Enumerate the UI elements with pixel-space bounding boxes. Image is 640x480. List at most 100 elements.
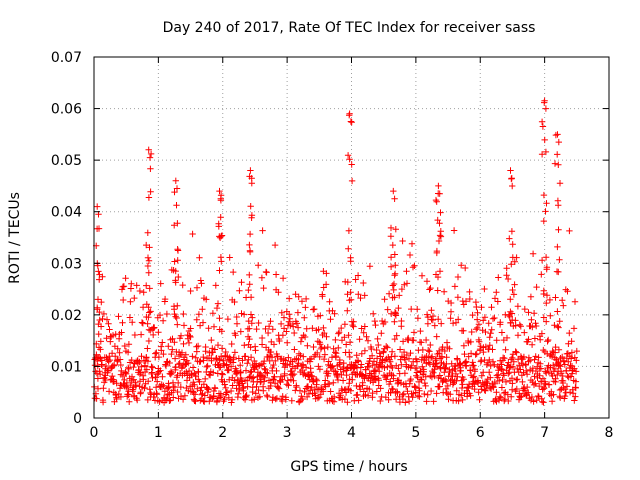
data-point — [405, 398, 413, 405]
data-point — [140, 289, 147, 296]
data-point — [455, 397, 462, 405]
data-point — [395, 365, 402, 372]
data-point — [247, 167, 254, 174]
data-point — [202, 343, 209, 351]
data-point — [400, 348, 408, 356]
data-point — [280, 314, 288, 321]
data-point — [160, 382, 167, 389]
data-point — [524, 383, 531, 391]
data-point — [143, 282, 150, 289]
data-point — [171, 258, 178, 265]
data-point — [255, 262, 262, 269]
data-point — [247, 311, 255, 318]
data-point — [391, 294, 398, 301]
data-point — [388, 385, 396, 392]
data-point — [246, 241, 253, 249]
data-point — [513, 376, 520, 384]
data-point — [518, 393, 525, 400]
data-point — [233, 313, 240, 321]
data-point — [273, 367, 280, 375]
data-point — [438, 353, 446, 360]
data-point — [314, 349, 321, 357]
data-point — [236, 386, 243, 393]
data-point — [462, 298, 470, 305]
data-point — [551, 322, 558, 329]
data-point — [420, 368, 427, 375]
data-point — [325, 358, 332, 365]
data-point — [187, 287, 194, 295]
data-point — [492, 395, 500, 402]
data-point — [365, 363, 373, 371]
data-point — [549, 372, 556, 380]
data-point — [166, 359, 173, 367]
data-point — [540, 217, 547, 225]
data-point — [214, 300, 222, 307]
data-point — [480, 369, 487, 376]
data-point — [496, 393, 504, 400]
data-point — [344, 307, 351, 314]
data-point — [289, 372, 296, 379]
data-point — [405, 355, 413, 362]
data-point — [332, 336, 339, 344]
data-point — [569, 390, 577, 397]
data-point — [172, 177, 179, 184]
data-point — [145, 326, 153, 333]
data-point — [543, 200, 550, 207]
data-point — [502, 346, 509, 353]
data-point — [565, 358, 572, 365]
data-point — [509, 241, 516, 248]
data-point — [458, 262, 465, 269]
data-point — [196, 378, 203, 385]
data-point — [434, 216, 441, 224]
x-tick-label: 4 — [347, 425, 356, 441]
data-point — [109, 372, 116, 380]
data-point — [437, 233, 445, 240]
data-point — [118, 367, 125, 375]
data-point — [366, 263, 374, 270]
data-point — [344, 278, 351, 286]
data-point — [345, 245, 352, 252]
x-tick-label: 3 — [283, 425, 292, 441]
data-point — [316, 366, 324, 373]
data-point — [258, 334, 266, 342]
data-point — [414, 306, 421, 313]
data-point — [262, 369, 270, 376]
data-point — [204, 362, 211, 370]
data-point — [573, 357, 580, 364]
data-point — [491, 361, 498, 368]
data-point — [263, 269, 270, 276]
data-point — [210, 369, 217, 376]
data-point — [223, 388, 231, 396]
data-point — [167, 371, 174, 378]
data-point — [217, 392, 225, 400]
data-point — [268, 354, 276, 361]
data-point — [571, 354, 578, 361]
data-point — [459, 381, 466, 388]
data-point — [437, 228, 444, 235]
data-point — [267, 318, 274, 325]
data-point — [322, 377, 329, 384]
data-point — [414, 392, 422, 400]
data-point — [218, 328, 225, 335]
data-point — [458, 384, 466, 392]
data-point — [94, 385, 102, 392]
data-point — [361, 292, 368, 299]
data-point — [529, 378, 536, 386]
data-point — [98, 361, 106, 368]
data-point — [105, 358, 112, 365]
data-point — [96, 371, 104, 378]
data-point — [237, 368, 244, 376]
data-point — [537, 365, 545, 372]
data-point — [347, 254, 354, 261]
data-point — [146, 386, 153, 393]
data-point — [152, 350, 159, 357]
data-point — [227, 363, 235, 370]
data-point — [301, 369, 308, 377]
data-point — [406, 251, 414, 259]
data-point — [543, 299, 550, 307]
data-point — [303, 325, 310, 332]
data-point — [333, 350, 340, 357]
data-point — [568, 355, 575, 362]
data-point — [125, 364, 132, 371]
data-point — [466, 295, 473, 303]
